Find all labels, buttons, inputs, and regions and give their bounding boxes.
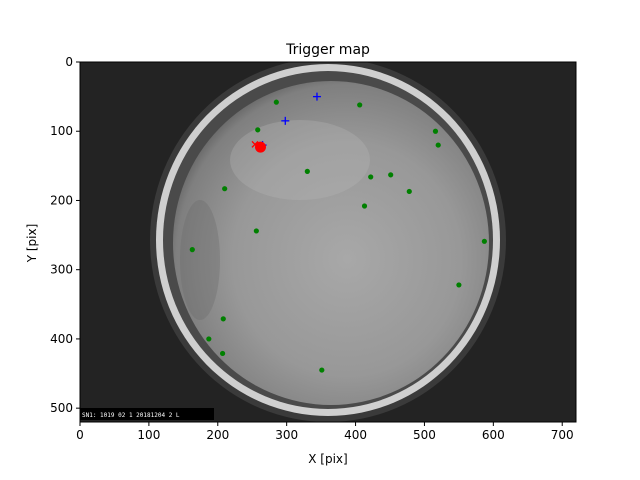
green-dot-point [273,99,279,105]
x-tick-label: 700 [551,428,574,442]
green-dot-point [388,172,394,178]
green-dot-point [456,282,462,288]
green-dot-point [220,316,226,322]
green-dot-point [361,203,368,209]
plot-frame [79,61,577,423]
green-dot-point [222,186,228,192]
image-stamp: SN1: 1019 02 1 20181204 2 L [82,412,180,419]
green-dot-point [435,142,441,148]
green-dot-point [189,247,195,253]
marks-layer [189,92,487,373]
y-tick-label: 200 [50,193,73,207]
y-tick-label: 500 [50,401,73,415]
x-tick-label: 200 [206,428,229,442]
x-tick-label: 400 [344,428,367,442]
y-axis-label: Y [pix] [25,224,39,264]
blue-plus-point [312,92,321,101]
y-tick-label: 300 [50,263,73,277]
y-axis: 0 100 200 300 400 500 [50,55,80,415]
green-dot-point [368,174,374,180]
green-dot-point [220,350,226,357]
green-dot-point [481,238,487,244]
green-dot-point [253,228,259,234]
x-axis: 0 100 200 300 400 500 600 700 [76,422,574,442]
green-dot-point [432,128,439,134]
x-axis-label: X [pix] [308,452,347,466]
x-tick-label: 100 [137,428,160,442]
green-dot-point [206,336,212,342]
green-dot-point [255,127,261,133]
chart-title: Trigger map [285,42,370,58]
x-tick-label: 300 [275,428,298,442]
green-dot-point [319,367,325,373]
x-tick-label: 600 [482,428,505,442]
red-x-point [251,140,259,148]
blue-plus-point [281,116,290,125]
red-circle-point [254,141,266,153]
x-tick-label: 0 [76,428,84,442]
green-dot-point [357,102,363,108]
y-tick-label: 100 [50,124,73,138]
camera-image: SN1: 1019 02 1 20181204 2 L [80,62,576,422]
x-tick-label: 500 [413,428,436,442]
green-dot-point [406,188,412,195]
green-dot-point [304,168,310,174]
y-tick-label: 400 [50,332,73,346]
y-tick-label: 0 [65,55,73,69]
